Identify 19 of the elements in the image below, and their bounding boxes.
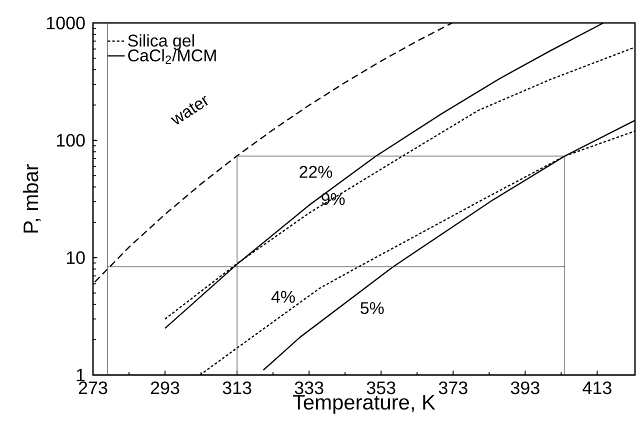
annotation: 4% [271,290,295,303]
x-tick-label: 333 [294,382,324,394]
x-tick-label: 353 [366,382,396,394]
x-tick-label: 373 [438,382,468,394]
x-tick-label: 273 [78,382,108,394]
x-tick-label: 293 [150,382,180,394]
legend-label: Silica gel [128,34,194,50]
y-axis-title: P, mbar [22,164,41,233]
y-tick-label: 1 [76,368,85,382]
legend-label: CaCl$_{2}$/MCM [128,48,216,64]
x-axis-title: Temperature, K [292,395,436,414]
annotation: 5% [360,302,384,314]
x-tick-label: 393 [510,382,540,394]
y-tick-label: 100 [56,134,85,147]
x-tick-label: 313 [222,382,252,394]
y-tick-label: 10 [66,251,85,264]
y-tick-label: 1000 [46,16,85,30]
x-tick-label: 413 [582,382,612,394]
annotation: 22% [300,166,332,178]
